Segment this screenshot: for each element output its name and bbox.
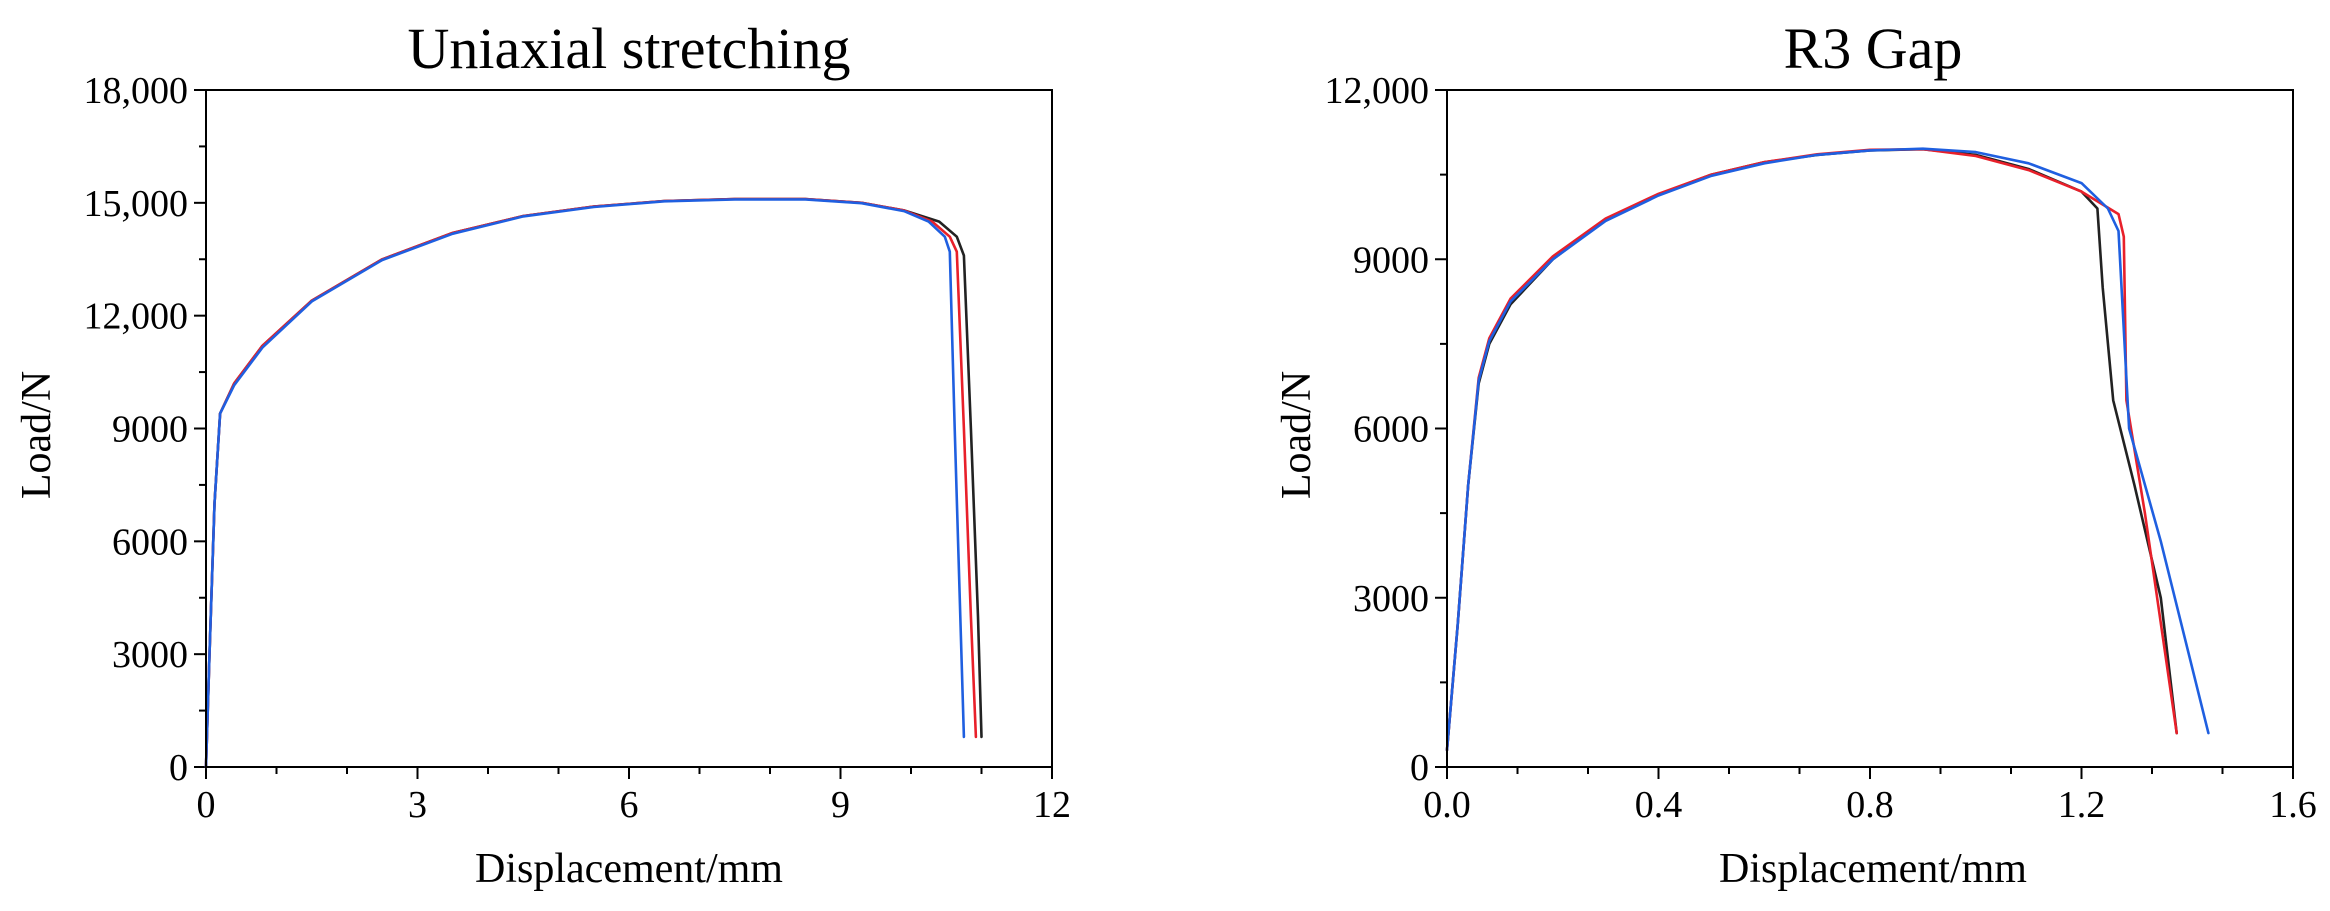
x-tick-label: 12 xyxy=(1033,784,1071,826)
y-tick-label: 18,000 xyxy=(84,70,189,112)
series-line-red xyxy=(204,197,978,769)
plot-area xyxy=(204,197,983,769)
x-tick-label: 0.4 xyxy=(1635,784,1683,826)
y-tick-label: 12,000 xyxy=(1325,70,1430,112)
series-line-blue xyxy=(204,198,966,769)
x-axis-label: Displacement/mm xyxy=(1719,846,2027,892)
plot-frame xyxy=(1446,89,2294,768)
series-line-red xyxy=(1445,147,2178,752)
axis-ticks: 0.0 0.4 0.8 1.2 1.6 0 3000 6000 9000 12,000 xyxy=(1325,70,2317,826)
y-tick-label: 6000 xyxy=(1353,409,1429,451)
axis-ticks: 0 3 6 9 12 0 3000 6000 9000 12,000 15,000 18,000 xyxy=(84,70,1072,826)
y-tick-label: 3000 xyxy=(1353,578,1429,620)
chart-uniaxial-stretching: Uniaxial stretching Displacement/mm Load… xyxy=(14,16,1071,892)
x-axis-label: Displacement/mm xyxy=(475,846,783,892)
x-tick-label: 1.6 xyxy=(2269,784,2317,826)
chart-r3-gap: R3 Gap Displacement/mm Load/N 0.0 0.4 0.8 1… xyxy=(1274,16,2317,892)
series-line-black xyxy=(1445,147,2178,752)
y-tick-label: 0 xyxy=(169,747,188,789)
chart-title: R3 Gap xyxy=(1784,16,1963,81)
series-line-blue xyxy=(1445,147,2210,752)
y-tick-label: 9000 xyxy=(112,409,188,451)
y-tick-label: 9000 xyxy=(1353,239,1429,281)
x-tick-label: 3 xyxy=(408,784,427,826)
y-tick-label: 3000 xyxy=(112,634,188,676)
y-tick-label: 6000 xyxy=(112,521,188,563)
y-tick-label: 15,000 xyxy=(84,183,189,225)
series-line-black xyxy=(204,197,983,769)
x-tick-label: 1.2 xyxy=(2058,784,2106,826)
y-tick-label: 0 xyxy=(1410,747,1429,789)
plot-frame xyxy=(205,89,1053,768)
plot-area xyxy=(1445,147,2210,752)
y-axis-label: Load/N xyxy=(14,371,60,499)
y-axis-label: Load/N xyxy=(1274,371,1320,499)
chart-title: Uniaxial stretching xyxy=(408,16,851,81)
x-tick-label: 9 xyxy=(831,784,850,826)
y-tick-label: 12,000 xyxy=(84,296,189,338)
x-tick-label: 0 xyxy=(197,784,216,826)
x-tick-label: 0.8 xyxy=(1846,784,1894,826)
x-tick-label: 0.0 xyxy=(1423,784,1471,826)
x-tick-label: 6 xyxy=(620,784,639,826)
